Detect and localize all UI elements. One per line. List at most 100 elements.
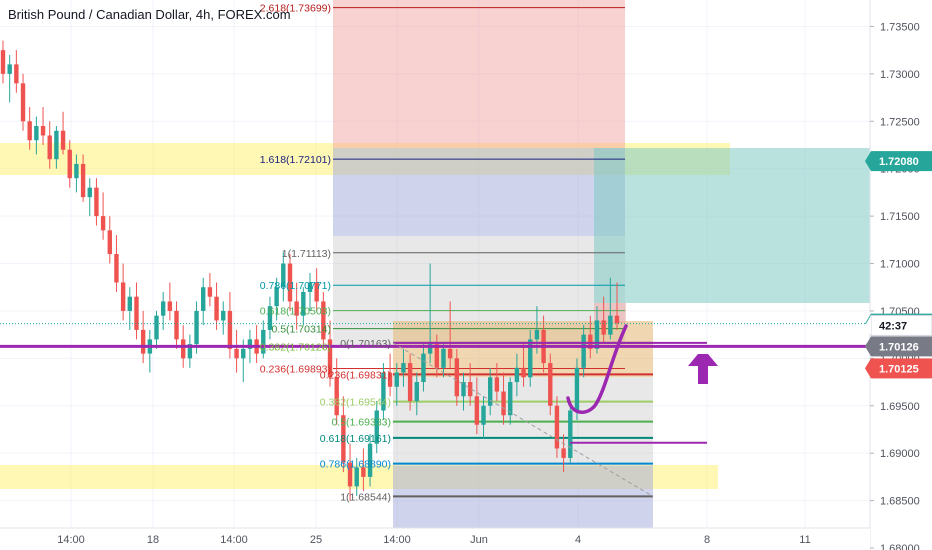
- fib-lower-label: 0.382(1.69544): [320, 397, 391, 409]
- price-tag-pointer: [865, 315, 871, 336]
- fib-upper-label: 0.236(1.69893): [260, 363, 331, 375]
- fib-lower-label: 0(1.70163): [340, 338, 391, 350]
- candle-body: [361, 467, 366, 477]
- price-tag-pointer: [865, 358, 871, 379]
- candle-body: [467, 382, 473, 397]
- time-axis-bg: [0, 528, 870, 550]
- fib-lower-label: 0.786(1.68890): [320, 459, 391, 471]
- fib-lower-label: 1(1.68544): [340, 491, 391, 503]
- candle-body: [80, 163, 86, 198]
- fib-upper-label: 0.5(1.70314): [271, 324, 331, 336]
- candle-body: [234, 348, 239, 359]
- candle-body: [427, 344, 433, 354]
- candle-body: [194, 310, 199, 345]
- candle-body: [54, 130, 59, 160]
- candle-body: [321, 301, 326, 340]
- x-tick-label: 8: [704, 534, 710, 546]
- candle-body: [201, 287, 206, 311]
- fib-upper-label: 0.786(1.70771): [260, 280, 331, 292]
- y-tick-label: 1.68000: [880, 543, 920, 550]
- candle-body: [401, 363, 406, 373]
- candle-body: [140, 329, 146, 354]
- candle-body: [347, 462, 353, 487]
- candle-body: [241, 348, 246, 359]
- x-tick-label: Jun: [470, 534, 488, 546]
- candle-body: [180, 339, 186, 359]
- candle-body: [568, 410, 573, 458]
- price-tag-label: 1.70126: [879, 341, 919, 353]
- fib-lower-label: 0.236(1.69831): [320, 369, 391, 381]
- price-tag-label: 42:37: [879, 320, 907, 332]
- price-axis: 1.735001.730001.725001.720001.715001.710…: [869, 0, 932, 550]
- candle-body: [287, 263, 293, 302]
- candle-body: [334, 377, 339, 416]
- candle-body: [434, 344, 440, 368]
- candle-body: [474, 396, 480, 425]
- candle-body: [534, 329, 540, 340]
- cup-curve: [566, 324, 628, 414]
- fib-upper-red-box: [333, 0, 625, 148]
- y-tick-label: 1.68500: [880, 496, 920, 508]
- candle-body: [74, 163, 79, 179]
- candle-body: [314, 282, 319, 302]
- fib-upper-label: 1(1.71113): [282, 248, 331, 260]
- candle-body: [528, 339, 533, 378]
- y-tick-label: 1.72500: [880, 116, 920, 128]
- candle-body: [207, 287, 213, 297]
- candle-body: [294, 301, 299, 316]
- candle-body: [267, 306, 273, 330]
- y-tick-label: 1.71500: [880, 211, 920, 223]
- candle-body: [394, 372, 399, 387]
- candle-body: [94, 187, 99, 217]
- candle-body: [14, 64, 19, 84]
- candle-body: [341, 415, 346, 463]
- fib-labels: 2.618(1.73699) 1.618(1.72101) 1(1.71113) 0.…: [260, 3, 391, 504]
- candle-body: [160, 301, 166, 316]
- price-tag-bg: [871, 358, 932, 379]
- candle-body: [461, 382, 466, 397]
- candle-body: [307, 282, 313, 292]
- x-tick-label: 4: [575, 534, 581, 546]
- price-tag-pointer: [865, 151, 871, 172]
- candle-body: [107, 230, 112, 255]
- candle-body: [481, 405, 486, 425]
- candle-body: [67, 149, 72, 179]
- candle-body: [581, 334, 586, 368]
- candle-body: [367, 443, 373, 477]
- fib-trend-line: [392, 342, 654, 497]
- candle-body: [327, 339, 333, 378]
- candle-body: [7, 64, 12, 74]
- candle-body: [501, 391, 506, 416]
- candle-body: [87, 187, 92, 198]
- y-tick-label: 1.69000: [880, 448, 920, 460]
- candle-body: [187, 344, 193, 359]
- candles: [0, 40, 620, 501]
- drawings: [0, 323, 870, 497]
- candle-body: [574, 367, 580, 411]
- candle-body: [494, 377, 500, 392]
- candle-body: [281, 263, 286, 288]
- candle-body: [0, 50, 6, 74]
- long-target-zone: [594, 148, 870, 303]
- candle-body: [154, 315, 159, 340]
- fib-lower-label: 0.5(1.69333): [331, 417, 391, 429]
- fib-upper-blue-box: [333, 148, 625, 236]
- candle-body: [127, 296, 133, 311]
- candle-body: [514, 367, 520, 383]
- x-tick-label: 14:00: [383, 534, 411, 546]
- candle-body: [120, 282, 126, 311]
- candle-body: [227, 310, 233, 349]
- candle-body: [508, 382, 513, 416]
- fib-upper-gray-box: [333, 236, 625, 346]
- candle-body: [521, 367, 526, 378]
- candle-body: [387, 372, 393, 387]
- candle-body: [601, 320, 606, 335]
- candle-body: [614, 315, 620, 324]
- candle-body: [114, 254, 119, 283]
- candle-body: [608, 315, 613, 335]
- candle-body: [167, 301, 173, 311]
- fib-upper-label: 0.382(1.70126): [260, 341, 331, 353]
- candle-body: [60, 130, 66, 150]
